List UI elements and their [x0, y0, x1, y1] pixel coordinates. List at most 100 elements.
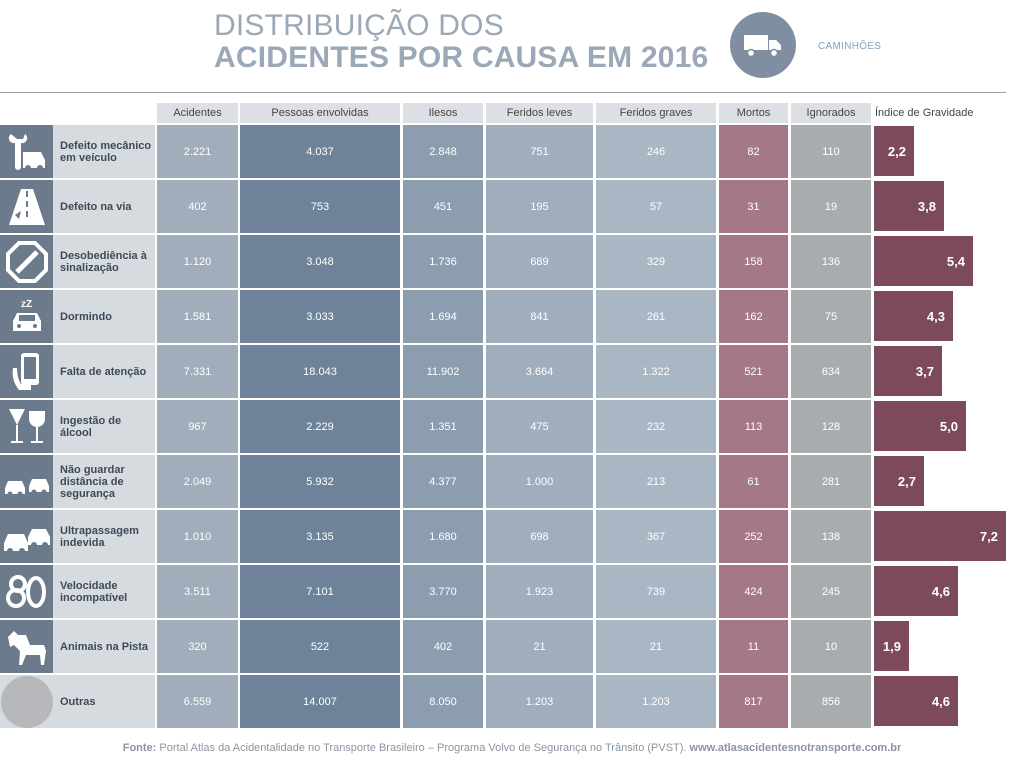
severity-bar: 5,4 [874, 236, 973, 286]
table-cell: 1.203 [596, 675, 716, 728]
table-cell: 402 [157, 180, 238, 233]
table-cell: 213 [596, 455, 716, 508]
wine-glasses-icon [0, 400, 53, 453]
table-cell: 698 [486, 510, 593, 563]
table-cell: 75 [791, 290, 871, 343]
severity-bar: 4,6 [874, 676, 958, 726]
severity-bar-label: 5,0 [939, 418, 958, 434]
table-cell: 281 [791, 455, 871, 508]
table-cell: 21 [486, 620, 593, 673]
title-divider [0, 92, 1006, 93]
table-cell: 252 [719, 510, 788, 563]
severity-bar-label: 5,4 [946, 253, 965, 269]
severity-bar: 5,0 [874, 401, 966, 451]
gray-circle-icon [0, 675, 53, 728]
table-cell: 4.037 [240, 125, 400, 178]
table-cell: 7.101 [240, 565, 400, 618]
table-cell: 61 [719, 455, 788, 508]
table-cell: 138 [791, 510, 871, 563]
table-cell: 10 [791, 620, 871, 673]
table-cell: 246 [596, 125, 716, 178]
table-cell: 1.351 [403, 400, 483, 453]
severity-bar: 2,7 [874, 456, 924, 506]
table-cell: 367 [596, 510, 716, 563]
column-header: Ignorados [791, 103, 871, 123]
table-cell: 522 [240, 620, 400, 673]
column-header: Ilesos [403, 103, 483, 123]
table-cell: 162 [719, 290, 788, 343]
table-cell: 128 [791, 400, 871, 453]
table-cell: 19 [791, 180, 871, 233]
phone-hand-icon [0, 345, 53, 398]
row-label: Velocidade incompatível [60, 579, 128, 604]
table-cell: 3.048 [240, 235, 400, 288]
table-cell: 634 [791, 345, 871, 398]
table-cell: 424 [719, 565, 788, 618]
table-cell: 57 [596, 180, 716, 233]
table-cell: 245 [791, 565, 871, 618]
table-cell: 82 [719, 125, 788, 178]
table-cell: 11.902 [403, 345, 483, 398]
table-cell: 1.010 [157, 510, 238, 563]
table-cell: 21 [596, 620, 716, 673]
severity-bar-label: 2,7 [897, 473, 916, 489]
table-cell: 2.049 [157, 455, 238, 508]
row-label: Ultrapassagem indevida [60, 524, 139, 549]
table-cell: 817 [719, 675, 788, 728]
column-header: Acidentes [157, 103, 238, 123]
footer-source: Fonte: Portal Atlas da Acidentalidade no… [0, 742, 1024, 754]
table-cell: 475 [486, 400, 593, 453]
severity-bar: 4,6 [874, 566, 958, 616]
table-cell: 1.736 [403, 235, 483, 288]
severity-bar-label: 4,6 [931, 583, 950, 599]
row-label: Falta de atenção [60, 365, 147, 378]
table-cell: 739 [596, 565, 716, 618]
severity-bar-label: 3,8 [917, 198, 936, 214]
row-label: Ingestão de álcool [60, 414, 122, 439]
row-header: Velocidade incompatível [0, 565, 155, 618]
title-line-1: DISTRIBUIÇÃO DOS [214, 9, 504, 42]
table-cell: 1.680 [403, 510, 483, 563]
table-cell: 110 [791, 125, 871, 178]
row-header: Ultrapassagem indevida [0, 510, 155, 563]
speed-80-icon [0, 565, 53, 618]
row-label: Defeito na via [60, 200, 132, 213]
car-repair-icon [0, 125, 53, 178]
table-cell: 402 [403, 620, 483, 673]
table-cell: 521 [719, 345, 788, 398]
table-cell: 5.932 [240, 455, 400, 508]
table-cell: 2.221 [157, 125, 238, 178]
row-header: Animais na Pista [0, 620, 155, 673]
table-cell: 451 [403, 180, 483, 233]
footer-prefix: Fonte: [122, 742, 157, 754]
table-cell: 1.923 [486, 565, 593, 618]
no-entry-sign-icon [0, 235, 53, 288]
row-header: Defeito na via [0, 180, 155, 233]
vehicle-label: CAMINHÕES [818, 41, 882, 52]
vehicle-badge [730, 12, 796, 78]
column-header: Mortos [719, 103, 788, 123]
table-cell: 967 [157, 400, 238, 453]
row-label: Não guardar distância de segurança [60, 463, 125, 500]
table-cell: 195 [486, 180, 593, 233]
row-header: Defeito mecânico em veículo [0, 125, 155, 178]
dog-icon [0, 620, 53, 673]
severity-bar-label: 2,2 [887, 143, 906, 159]
column-header: Índice de Gravidade [875, 107, 974, 119]
row-header: Ingestão de álcool [0, 400, 155, 453]
table-cell: 261 [596, 290, 716, 343]
table-cell: 1.203 [486, 675, 593, 728]
table-cell: 1.120 [157, 235, 238, 288]
table-cell: 1.322 [596, 345, 716, 398]
row-label: Outras [60, 695, 96, 708]
table-cell: 2.229 [240, 400, 400, 453]
severity-bar: 2,2 [874, 126, 914, 176]
table-cell: 3.135 [240, 510, 400, 563]
footer-text: Portal Atlas da Acidentalidade no Transp… [159, 742, 687, 754]
title-line-2: ACIDENTES POR CAUSA EM 2016 [214, 41, 709, 74]
table-cell: 1.000 [486, 455, 593, 508]
table-cell: 3.033 [240, 290, 400, 343]
table-cell: 3.511 [157, 565, 238, 618]
column-header: Pessoas envolvidas [240, 103, 400, 123]
row-label: Desobediência à sinalização [60, 249, 147, 274]
